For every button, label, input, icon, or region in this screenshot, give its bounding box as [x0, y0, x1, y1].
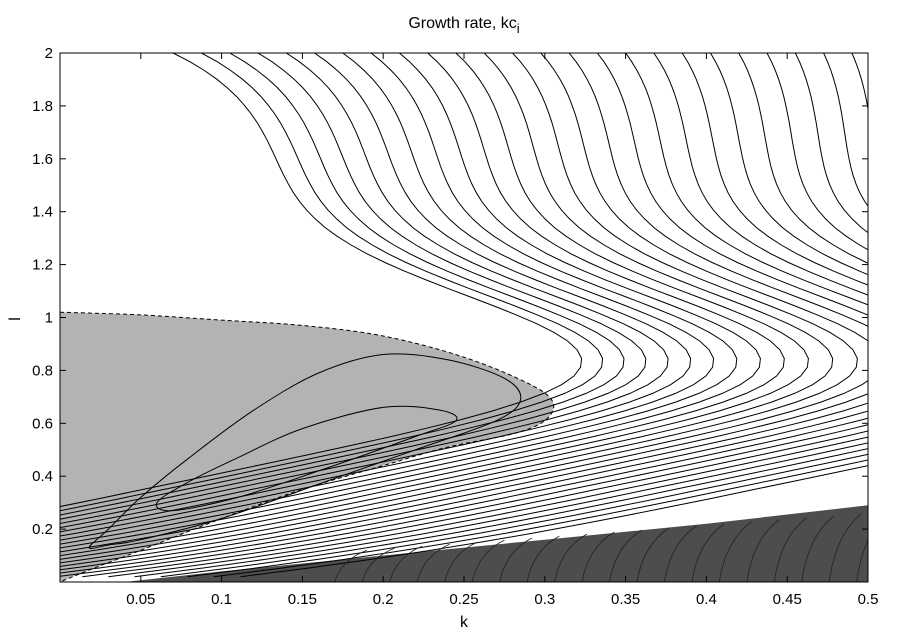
chart-title: Growth rate, kci [408, 15, 519, 36]
dark-region-contour-18 [801, 515, 835, 582]
contour-line-13 [60, 53, 858, 557]
contour-line-25 [213, 53, 868, 578]
contour-line-8 [60, 53, 738, 537]
contour-line-24 [187, 53, 868, 578]
contour-line-26 [240, 465, 868, 578]
y-tick-label: 1.4 [32, 204, 53, 221]
contour-line-18 [60, 53, 868, 574]
dark-region-contour-3 [389, 545, 423, 582]
title-text: Growth rate, kc [408, 15, 516, 32]
x-tick-label: 0.45 [773, 591, 802, 608]
dark-region-contour-19 [828, 513, 862, 582]
dark-region-contour-5 [444, 541, 478, 582]
unstable-region [60, 312, 554, 582]
contour-line-17 [60, 53, 868, 571]
y-tick-label: 0.8 [32, 362, 53, 379]
x-tick-label: 0.5 [858, 591, 879, 608]
axes-layer: 0.05 0.1 0.15 0.2 0.25 0.3 0.35 0.4 0.45 0.5 0.2 0.… [32, 45, 878, 608]
contour-line-7 [60, 53, 715, 533]
dark-region-contour-4 [416, 543, 450, 582]
x-tick-label: 0.4 [696, 591, 717, 608]
contour-line-11 [60, 53, 809, 549]
dark-region-contour-20 [856, 539, 868, 582]
dark-region-contour-6 [471, 539, 505, 582]
contour-line-3 [60, 53, 625, 516]
contour-line-12 [60, 53, 834, 553]
contour-line-6 [60, 53, 692, 529]
x-tick-label: 0.15 [288, 591, 317, 608]
dark-region-contour-16 [746, 519, 780, 582]
contour-line-23 [160, 53, 868, 578]
lower-dark-region [124, 505, 868, 582]
y-tick-label: 1.2 [32, 257, 53, 274]
y-tick-label: 0.4 [32, 468, 53, 485]
dark-region-contour-11 [609, 529, 643, 582]
plot-area [60, 53, 868, 582]
dark-region-contour-8 [526, 535, 560, 582]
contour-line-9 [60, 53, 761, 541]
neutral-curve [60, 311, 555, 582]
y-tick-label: 0.2 [32, 521, 53, 538]
y-tick-label: 2 [45, 45, 53, 62]
contour-line-5 [60, 53, 669, 524]
dark-region-contour-15 [718, 521, 752, 582]
dark-region-contour-14 [691, 523, 725, 582]
contour-line-21 [108, 53, 868, 578]
y-tick-label: 1.8 [32, 98, 53, 115]
contour-line-15 [60, 53, 868, 564]
y-axis-label: l [7, 317, 24, 321]
x-tick-label: 0.35 [611, 591, 640, 608]
dark-region-contour-10 [581, 531, 615, 582]
x-tick-label: 0.05 [126, 591, 155, 608]
dark-region-contour-9 [554, 533, 587, 582]
y-tick-label: 1 [45, 310, 53, 327]
title-subscript: i [517, 21, 520, 36]
dark-region-contour-2 [361, 547, 395, 582]
dark-region-contour-17 [773, 517, 807, 582]
contour-line-19 [60, 53, 868, 577]
contour-line-4 [60, 53, 647, 520]
dark-region-contour-1 [334, 549, 368, 582]
contour-line-2 [60, 53, 604, 512]
dark-region-contour-12 [636, 527, 670, 582]
x-tick-label: 0.1 [211, 591, 232, 608]
x-tick-label: 0.25 [449, 591, 478, 608]
contour-line-22 [134, 53, 868, 578]
contour-line-14 [60, 53, 868, 560]
x-tick-label: 0.3 [534, 591, 555, 608]
dark-region-contour-7 [499, 537, 533, 582]
dark-region-contour-13 [664, 525, 697, 582]
y-tick-label: 0.6 [32, 415, 53, 432]
y-tick-label: 1.6 [32, 151, 53, 168]
contour-line-20 [82, 53, 868, 578]
closed-contour-1 [88, 353, 522, 550]
x-axis-label: k [460, 614, 469, 631]
contour-line-10 [60, 53, 785, 545]
contour-line-1 [60, 53, 583, 508]
x-tick-label: 0.2 [373, 591, 394, 608]
